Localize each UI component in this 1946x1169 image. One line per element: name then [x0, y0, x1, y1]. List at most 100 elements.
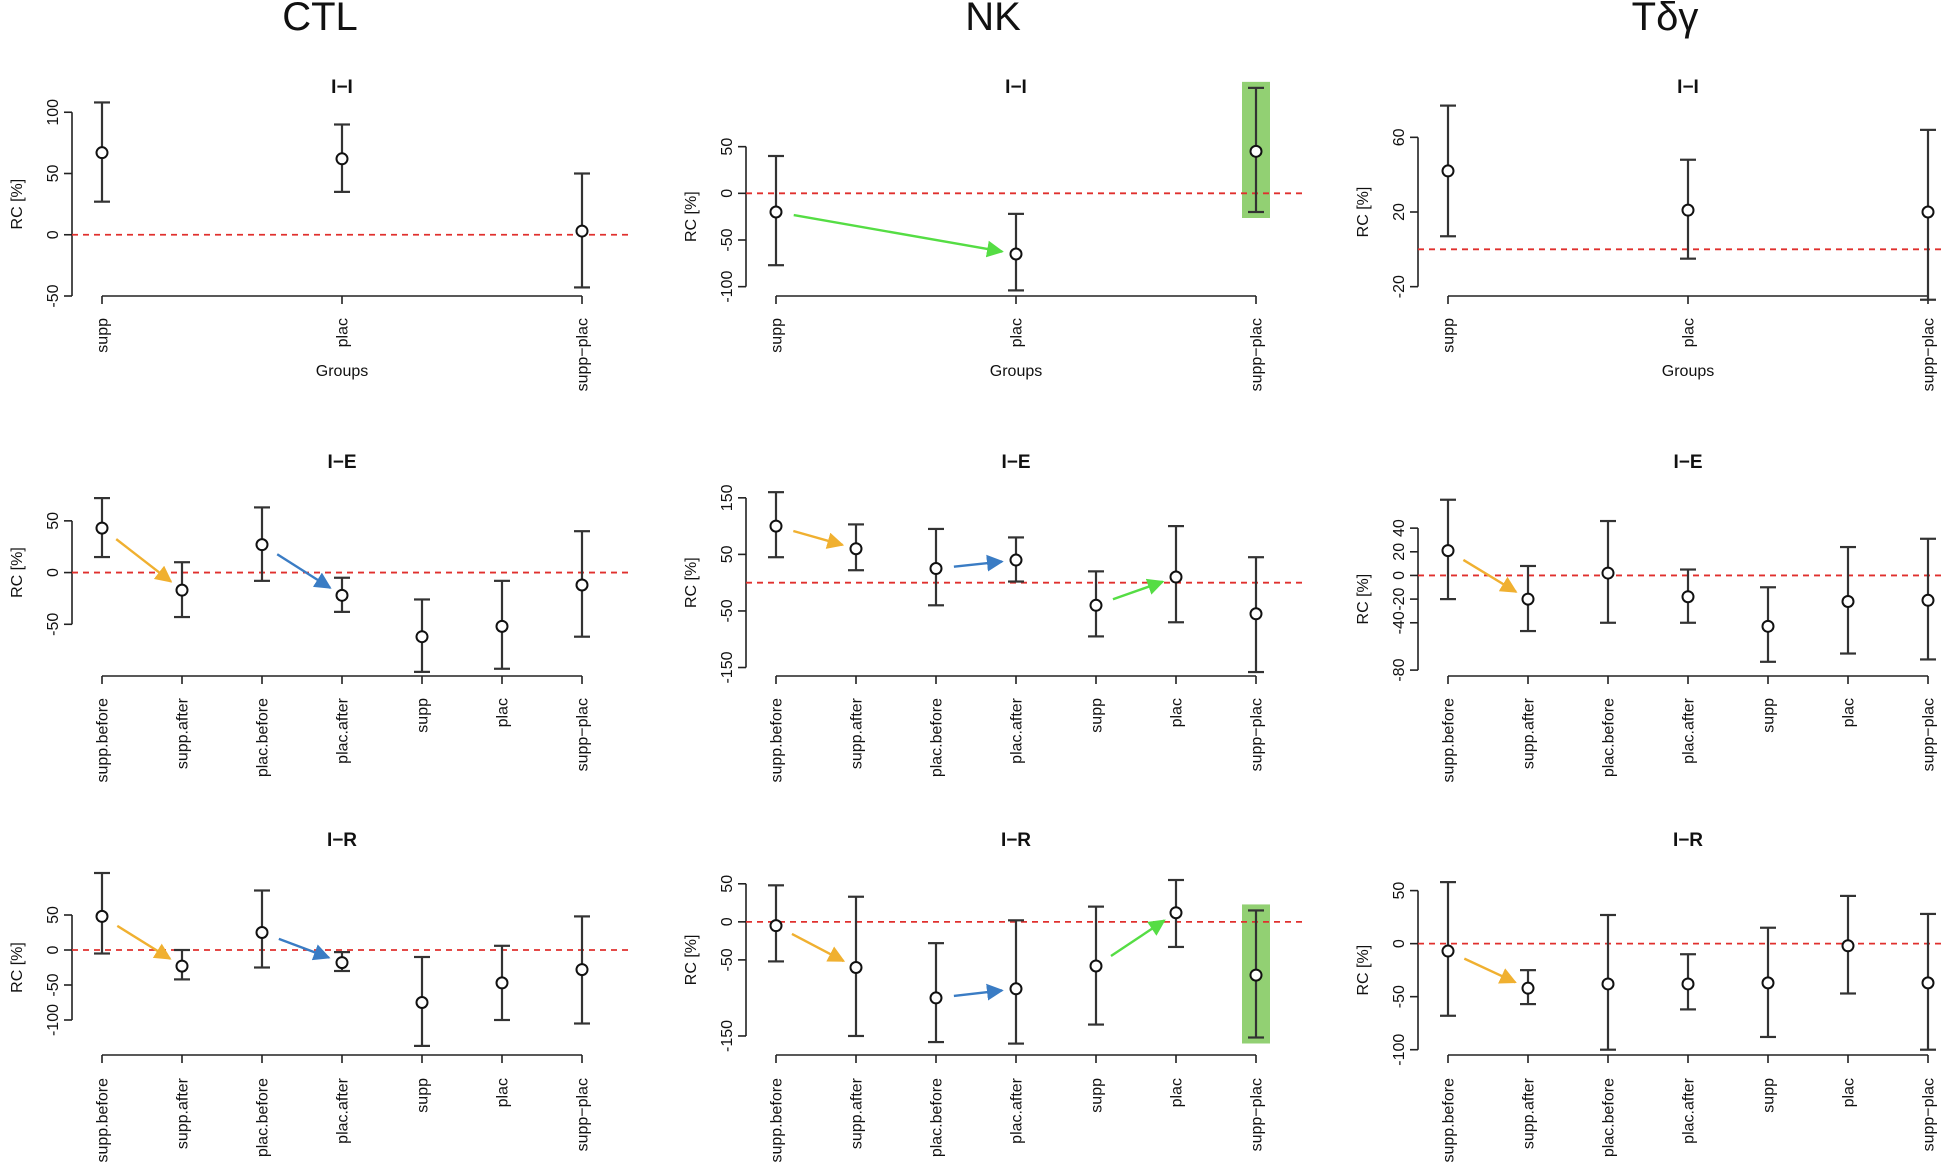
trend-arrow-orange	[791, 932, 846, 963]
data-point	[95, 521, 109, 535]
data-point	[1761, 619, 1775, 633]
y-tick-label: -50	[45, 284, 62, 307]
x-tick-label: plac.after	[1009, 697, 1026, 763]
y-tick-label: -50	[45, 613, 62, 636]
trend-arrow-blue	[276, 553, 332, 589]
trend-arrow-orange	[1462, 558, 1518, 593]
y-tick-label: 0	[1391, 939, 1408, 948]
x-tick-label: plac.before	[929, 698, 946, 777]
panel-title: I−E	[1001, 452, 1030, 473]
y-axis-label: RC [%]	[9, 179, 26, 230]
x-tick-label: plac	[495, 1078, 512, 1107]
y-tick-label: -40	[1391, 611, 1408, 634]
y-tick-label: -50	[45, 973, 62, 996]
x-tick-label: plac.before	[255, 698, 272, 777]
data-point	[1921, 205, 1935, 219]
x-tick-label: supp.before	[1441, 1078, 1458, 1163]
panel-ctl-2: I−R -100 -50 0 50 RC [%] supp.before supp.after…	[9, 830, 632, 1163]
x-tick-label: supp.after	[849, 1077, 866, 1149]
y-tick-label: 50	[1391, 882, 1408, 900]
x-tick-label: supp.after	[1521, 697, 1538, 769]
data-point	[769, 519, 783, 533]
x-tick-label: supp.after	[1521, 1077, 1538, 1149]
data-point	[575, 963, 589, 977]
data-point	[335, 956, 349, 970]
y-tick-label: -20	[1391, 275, 1408, 298]
y-axis-label: RC [%]	[1355, 945, 1372, 996]
x-tick-label: plac	[1841, 698, 1858, 727]
x-tick-label: supp	[1761, 698, 1778, 733]
y-axis-label: RC [%]	[1355, 574, 1372, 625]
y-tick-label: -150	[719, 1020, 736, 1052]
data-point	[1089, 598, 1103, 612]
data-point	[1681, 977, 1695, 991]
x-tick-label: plac	[495, 698, 512, 727]
y-tick-label: 0	[1391, 571, 1408, 580]
y-tick-label: -20	[1391, 587, 1408, 610]
panel-title: I−E	[1673, 452, 1702, 473]
data-point	[929, 991, 943, 1005]
y-tick-label: 150	[719, 484, 736, 511]
data-point	[95, 146, 109, 160]
data-point	[1009, 553, 1023, 567]
x-tick-label: plac	[1841, 1078, 1858, 1107]
y-tick-label: 100	[45, 99, 62, 126]
data-point	[335, 588, 349, 602]
data-point	[1169, 570, 1183, 584]
y-tick-label: -50	[719, 948, 736, 971]
data-point	[1441, 544, 1455, 558]
panel-title: I−R	[1673, 830, 1703, 851]
x-tick-label: supp.after	[849, 697, 866, 769]
x-tick-label: plac	[335, 318, 352, 347]
x-tick-label: supp	[1089, 698, 1106, 733]
x-tick-label: plac	[1169, 1078, 1186, 1107]
data-point	[95, 909, 109, 923]
x-tick-label: supp.before	[95, 698, 112, 783]
y-tick-label: 40	[1391, 519, 1408, 537]
x-tick-label: supp−plac	[575, 318, 592, 391]
y-tick-label: 0	[719, 917, 736, 926]
y-tick-label: 0	[45, 230, 62, 239]
x-tick-label: plac.after	[335, 697, 352, 763]
y-tick-label: -50	[719, 599, 736, 622]
panel-tδγ-0: I−I -20 20 60 RC [%] supp plac supp−plac Groups	[1355, 77, 1946, 391]
x-tick-label: supp−plac	[1921, 698, 1938, 771]
data-point	[1681, 203, 1695, 217]
y-tick-label: 50	[45, 906, 62, 924]
x-tick-label: plac.after	[1681, 697, 1698, 763]
y-axis-label: RC [%]	[683, 191, 700, 242]
x-tick-label: plac.before	[1601, 1078, 1618, 1157]
data-point	[1841, 594, 1855, 608]
x-tick-label: supp	[1441, 318, 1458, 353]
data-point	[849, 961, 863, 974]
x-tick-label: supp−plac	[1249, 1078, 1266, 1151]
x-tick-label: supp	[1761, 1078, 1778, 1113]
trend-arrow-blue	[953, 983, 1004, 1001]
data-point	[1521, 981, 1535, 995]
data-point	[769, 919, 783, 933]
panel-ctl-0: I−I -50 0 50 100 RC [%] supp plac supp−plac Group…	[9, 77, 632, 391]
data-point	[495, 976, 509, 990]
data-point	[1249, 607, 1263, 621]
data-point	[1009, 982, 1023, 996]
x-tick-label: supp−plac	[1921, 1078, 1938, 1151]
data-point	[1921, 976, 1935, 990]
y-tick-label: 50	[45, 165, 62, 183]
x-tick-label: plac	[1681, 318, 1698, 347]
trend-arrow-orange	[116, 924, 172, 960]
data-point	[335, 152, 349, 166]
y-tick-label: 50	[45, 512, 62, 530]
y-tick-label: -100	[1391, 1034, 1408, 1066]
data-point	[1009, 247, 1023, 261]
x-tick-label: supp−plac	[1249, 318, 1266, 391]
x-tick-label: supp	[415, 698, 432, 733]
panel-nk-2: I−R -150 -50 0 50 RC [%] supp.before supp.after…	[683, 830, 1306, 1163]
data-point	[769, 205, 783, 219]
y-tick-label: 50	[719, 875, 736, 893]
data-point	[1681, 590, 1695, 604]
data-point	[1601, 977, 1615, 991]
column-title-nk: NK	[965, 0, 1021, 39]
y-tick-label: 20	[1391, 203, 1408, 221]
data-point	[1249, 968, 1263, 982]
column-title-ctl: CTL	[282, 0, 358, 39]
